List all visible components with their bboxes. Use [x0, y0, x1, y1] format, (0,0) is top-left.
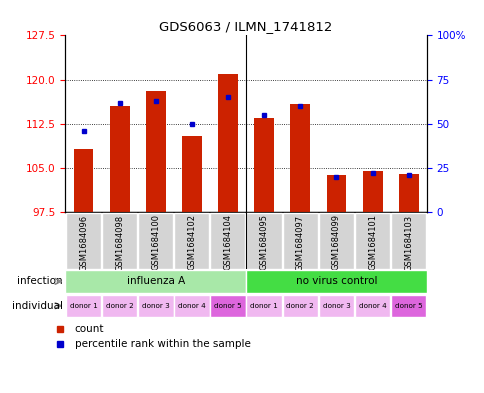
- Text: GSM1684097: GSM1684097: [295, 215, 304, 271]
- Text: individual: individual: [12, 301, 63, 311]
- Text: GSM1684095: GSM1684095: [259, 215, 268, 270]
- FancyBboxPatch shape: [318, 213, 353, 269]
- FancyBboxPatch shape: [390, 294, 425, 317]
- FancyBboxPatch shape: [246, 213, 281, 269]
- FancyBboxPatch shape: [138, 213, 173, 269]
- FancyBboxPatch shape: [282, 213, 317, 269]
- Text: donor 4: donor 4: [358, 303, 386, 309]
- Text: infection: infection: [17, 276, 63, 286]
- Bar: [182, 136, 201, 212]
- Bar: [290, 105, 310, 212]
- Bar: [74, 149, 93, 212]
- Text: GSM1684101: GSM1684101: [367, 215, 377, 270]
- Text: GSM1684102: GSM1684102: [187, 215, 196, 270]
- Text: donor 3: donor 3: [142, 303, 169, 309]
- FancyBboxPatch shape: [65, 270, 245, 293]
- Text: no virus control: no virus control: [295, 276, 377, 286]
- Text: GSM1684099: GSM1684099: [331, 215, 340, 270]
- Bar: [109, 106, 129, 212]
- Text: GSM1684104: GSM1684104: [223, 215, 232, 270]
- Text: donor 1: donor 1: [250, 303, 277, 309]
- Bar: [254, 118, 273, 212]
- Text: donor 5: donor 5: [214, 303, 242, 309]
- Text: donor 4: donor 4: [178, 303, 205, 309]
- FancyBboxPatch shape: [174, 213, 209, 269]
- Text: donor 1: donor 1: [70, 303, 97, 309]
- FancyBboxPatch shape: [210, 213, 245, 269]
- Text: donor 2: donor 2: [286, 303, 314, 309]
- Bar: [362, 171, 382, 212]
- Text: donor 5: donor 5: [394, 303, 422, 309]
- FancyBboxPatch shape: [282, 294, 318, 317]
- Bar: [326, 175, 346, 212]
- Text: GSM1684103: GSM1684103: [403, 215, 412, 271]
- FancyBboxPatch shape: [246, 294, 281, 317]
- Bar: [218, 73, 238, 212]
- FancyBboxPatch shape: [66, 213, 101, 269]
- Bar: [398, 174, 418, 212]
- Text: count: count: [75, 324, 104, 334]
- Title: GDS6063 / ILMN_1741812: GDS6063 / ILMN_1741812: [159, 20, 332, 33]
- FancyBboxPatch shape: [354, 213, 389, 269]
- Text: donor 2: donor 2: [106, 303, 133, 309]
- Bar: [146, 92, 166, 212]
- FancyBboxPatch shape: [390, 213, 425, 269]
- FancyBboxPatch shape: [245, 270, 426, 293]
- FancyBboxPatch shape: [102, 213, 137, 269]
- Text: GSM1684098: GSM1684098: [115, 215, 124, 271]
- Text: GSM1684096: GSM1684096: [79, 215, 88, 271]
- FancyBboxPatch shape: [174, 294, 209, 317]
- FancyBboxPatch shape: [102, 294, 137, 317]
- Text: percentile rank within the sample: percentile rank within the sample: [75, 340, 250, 349]
- FancyBboxPatch shape: [354, 294, 390, 317]
- Text: GSM1684100: GSM1684100: [151, 215, 160, 270]
- Text: influenza A: influenza A: [126, 276, 184, 286]
- FancyBboxPatch shape: [138, 294, 173, 317]
- FancyBboxPatch shape: [210, 294, 245, 317]
- Text: donor 3: donor 3: [322, 303, 349, 309]
- FancyBboxPatch shape: [66, 294, 101, 317]
- FancyBboxPatch shape: [318, 294, 353, 317]
